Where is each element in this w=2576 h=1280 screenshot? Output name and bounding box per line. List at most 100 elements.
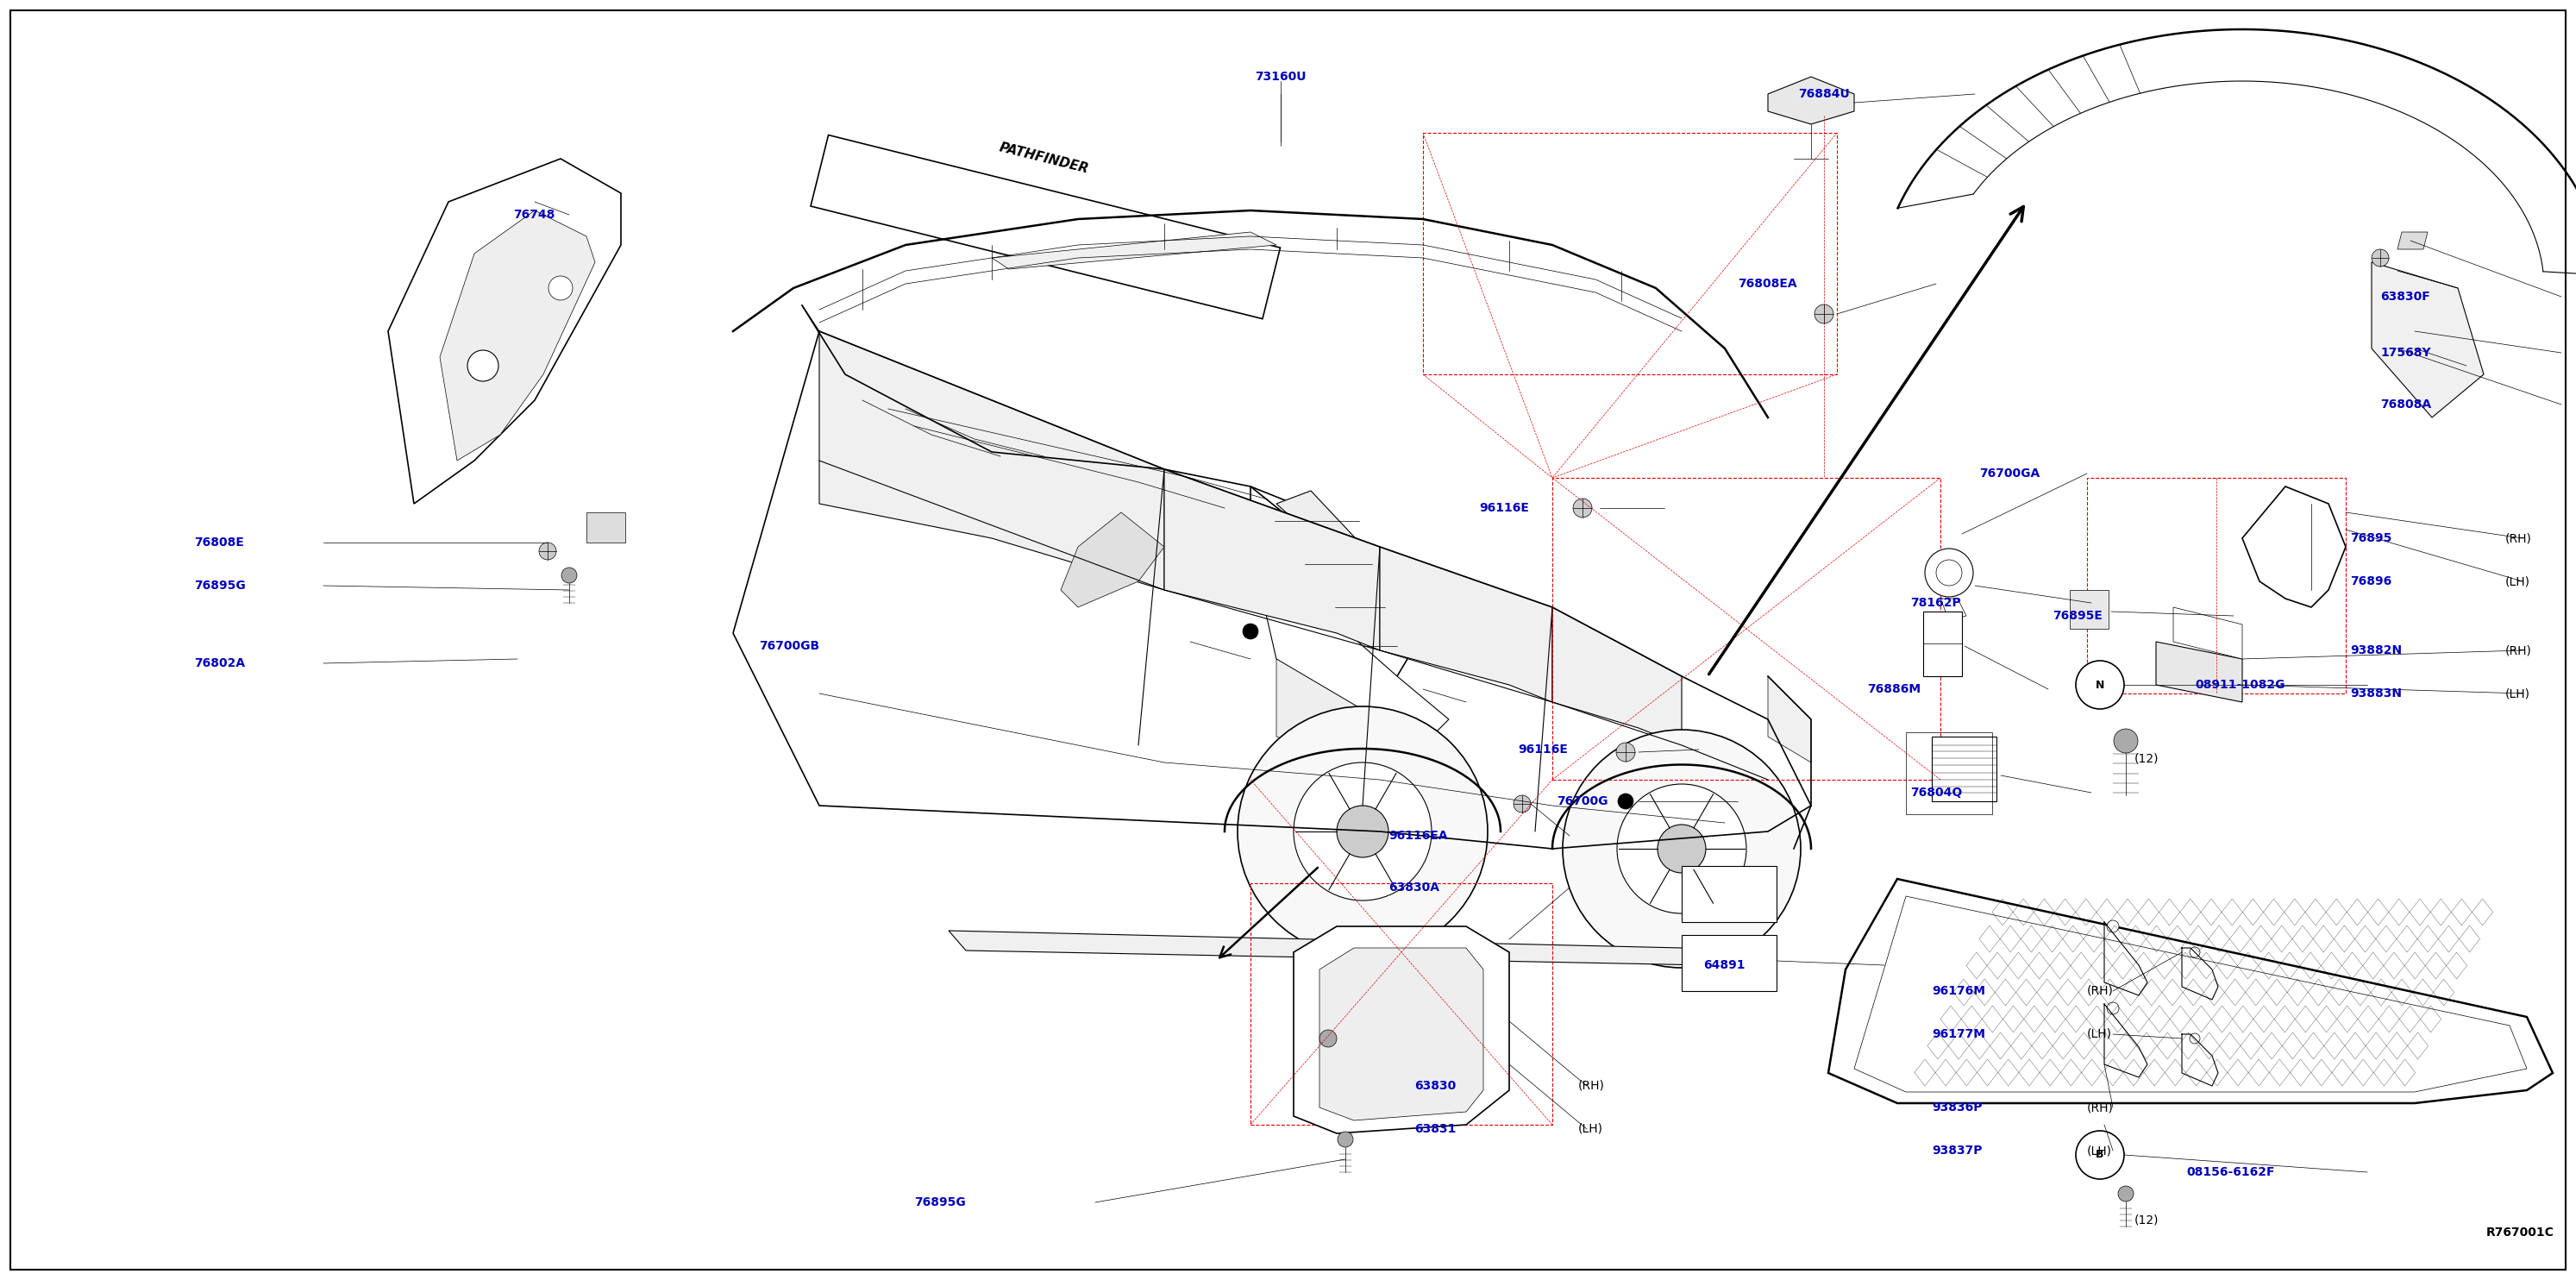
Bar (1906, 732, 1991, 814)
Circle shape (1656, 824, 1705, 873)
Polygon shape (1319, 948, 1484, 1120)
Text: 93883N: 93883N (2349, 687, 2401, 699)
Text: R767001C: R767001C (2486, 1226, 2555, 1239)
Circle shape (2076, 660, 2125, 709)
Polygon shape (1363, 568, 1440, 641)
Polygon shape (440, 210, 595, 461)
Text: 76804Q: 76804Q (1911, 787, 1963, 799)
Text: 78162P: 78162P (1911, 596, 1960, 609)
Polygon shape (2372, 262, 2483, 417)
Text: PATHFINDER: PATHFINDER (997, 141, 1090, 177)
Text: 63830: 63830 (1414, 1080, 1455, 1092)
Circle shape (549, 276, 572, 301)
Text: (12): (12) (2136, 1213, 2159, 1226)
Circle shape (1924, 549, 1973, 596)
Text: 96116E: 96116E (1517, 744, 1569, 755)
Bar (2069, 590, 2110, 628)
Polygon shape (2241, 486, 2347, 607)
Circle shape (2115, 728, 2138, 753)
Circle shape (1515, 795, 1530, 813)
Polygon shape (801, 306, 1164, 470)
Text: 93837P: 93837P (1932, 1144, 1984, 1157)
Polygon shape (1940, 599, 1965, 621)
Text: (RH): (RH) (2506, 532, 2532, 544)
Text: 96116E: 96116E (1479, 502, 1530, 515)
Circle shape (2190, 1033, 2200, 1043)
Bar (1553, 477, 1940, 780)
Circle shape (1236, 707, 1489, 956)
Polygon shape (948, 931, 1708, 965)
Circle shape (1242, 623, 1257, 639)
Text: 93882N: 93882N (2349, 644, 2401, 657)
Polygon shape (1293, 927, 1510, 1133)
Circle shape (2372, 250, 2388, 266)
Circle shape (2107, 1002, 2120, 1014)
Text: 76808EA: 76808EA (1739, 278, 1798, 289)
Circle shape (2107, 920, 2120, 932)
Text: 76808A: 76808A (2380, 398, 2432, 411)
Text: (RH): (RH) (2506, 644, 2532, 657)
Bar (587, 512, 626, 543)
Polygon shape (1275, 659, 1448, 788)
Polygon shape (2156, 641, 2241, 703)
Text: 76700GA: 76700GA (1978, 467, 2040, 480)
Polygon shape (1164, 470, 1381, 650)
Text: (LH): (LH) (1579, 1123, 1602, 1135)
Polygon shape (1767, 676, 1811, 763)
Text: B: B (2097, 1149, 2105, 1161)
Text: (RH): (RH) (2087, 986, 2115, 997)
Text: (LH): (LH) (2506, 575, 2530, 588)
Circle shape (1365, 673, 1396, 705)
Text: 96176M: 96176M (1932, 986, 1986, 997)
Circle shape (1564, 730, 1801, 968)
Text: (LH): (LH) (2506, 687, 2530, 699)
Text: 76895G: 76895G (193, 580, 245, 591)
Polygon shape (1767, 77, 1855, 124)
Circle shape (2076, 1130, 2125, 1179)
Circle shape (1337, 1132, 1352, 1147)
Text: (RH): (RH) (1579, 1080, 1605, 1092)
Text: 76748: 76748 (513, 209, 554, 221)
Circle shape (1285, 634, 1319, 668)
Text: 63831: 63831 (1414, 1123, 1455, 1135)
Text: 76700G: 76700G (1556, 795, 1607, 808)
Text: 63830A: 63830A (1388, 882, 1440, 893)
Text: 76802A: 76802A (193, 657, 245, 669)
Text: (LH): (LH) (2087, 1028, 2112, 1041)
Circle shape (466, 351, 500, 381)
Circle shape (2117, 1187, 2133, 1202)
Polygon shape (1381, 547, 1553, 703)
Text: (RH): (RH) (2087, 1102, 2115, 1114)
Circle shape (1319, 1030, 1337, 1047)
Text: 63830F: 63830F (2380, 291, 2429, 303)
Text: 76886M: 76886M (1868, 684, 1922, 695)
Circle shape (538, 543, 556, 559)
Polygon shape (1829, 879, 2553, 1103)
Text: 76895E: 76895E (2053, 609, 2102, 622)
Polygon shape (819, 332, 1164, 590)
Circle shape (1337, 805, 1388, 858)
Text: 73160U: 73160U (1255, 70, 1306, 83)
Text: 76895: 76895 (2349, 532, 2391, 544)
Text: 17568Y: 17568Y (2380, 347, 2432, 358)
Text: 08911-1082G: 08911-1082G (2195, 678, 2285, 691)
Circle shape (1615, 742, 1636, 762)
Bar (1682, 934, 1777, 991)
Polygon shape (2174, 607, 2241, 659)
Circle shape (1618, 794, 1633, 809)
Polygon shape (1061, 512, 1164, 607)
Text: N: N (2094, 680, 2105, 690)
Polygon shape (1249, 547, 1448, 745)
Text: (LH): (LH) (2087, 1144, 2112, 1157)
Circle shape (562, 567, 577, 584)
Polygon shape (2398, 232, 2427, 250)
Text: 96177M: 96177M (1932, 1028, 1986, 1041)
Text: 08156-6162F: 08156-6162F (2187, 1166, 2275, 1178)
Text: 76808E: 76808E (193, 536, 245, 549)
Text: 76884U: 76884U (1798, 88, 1850, 100)
Bar (1924, 612, 1963, 676)
Bar (1249, 883, 1553, 1125)
Circle shape (1296, 566, 1345, 614)
Text: 76895G: 76895G (914, 1197, 966, 1208)
Polygon shape (845, 374, 1293, 530)
